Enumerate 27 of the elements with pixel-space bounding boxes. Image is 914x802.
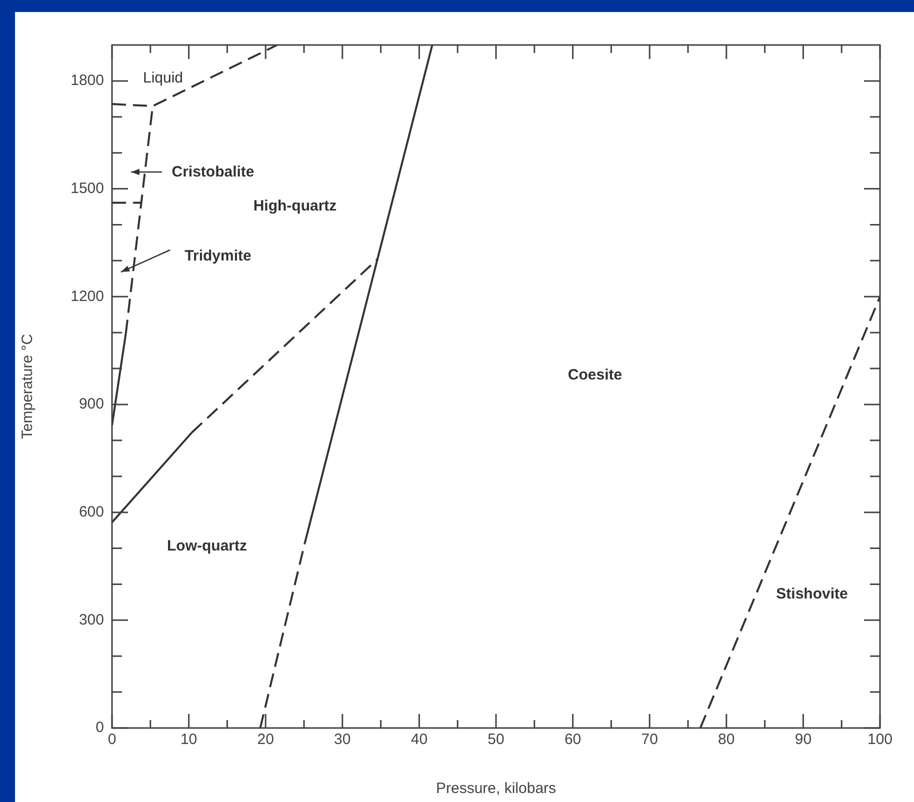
- x-tick-label: 10: [180, 731, 198, 748]
- x-tick-label: 70: [641, 731, 658, 748]
- y-tick-label: 900: [78, 396, 104, 413]
- annotation: Stishovite: [776, 586, 848, 602]
- x-tick-label: 80: [718, 731, 735, 748]
- annotation: Cristobalite: [172, 164, 254, 180]
- x-tick-label: 0: [108, 731, 116, 748]
- y-tick-label: 600: [78, 503, 104, 520]
- y-tick-label: 1800: [70, 72, 104, 90]
- y-axis-title: Temperature °C: [19, 334, 36, 440]
- x-tick-label: 90: [794, 731, 812, 748]
- y-tick-label: 300: [78, 611, 104, 628]
- x-tick-label: 30: [334, 731, 351, 748]
- annotation: Coesite: [568, 366, 622, 384]
- x-tick-label: 60: [564, 731, 582, 748]
- x-tick-label: 20: [257, 731, 274, 748]
- x-axis-title: Pressure, kilobars: [436, 780, 556, 798]
- annotation: Liquid: [142, 70, 184, 86]
- x-tick-label: 100: [867, 731, 893, 748]
- x-tick-label: 40: [410, 731, 428, 748]
- y-tick-label: 1200: [70, 288, 104, 305]
- x-tick-label: 50: [488, 731, 504, 748]
- y-tick-label: 1500: [70, 180, 104, 197]
- annotation: High-quartz: [253, 198, 337, 214]
- annotation: Tridymite: [184, 248, 252, 264]
- y-tick-label: 0: [96, 719, 104, 736]
- annotation: Low-quartz: [167, 538, 247, 554]
